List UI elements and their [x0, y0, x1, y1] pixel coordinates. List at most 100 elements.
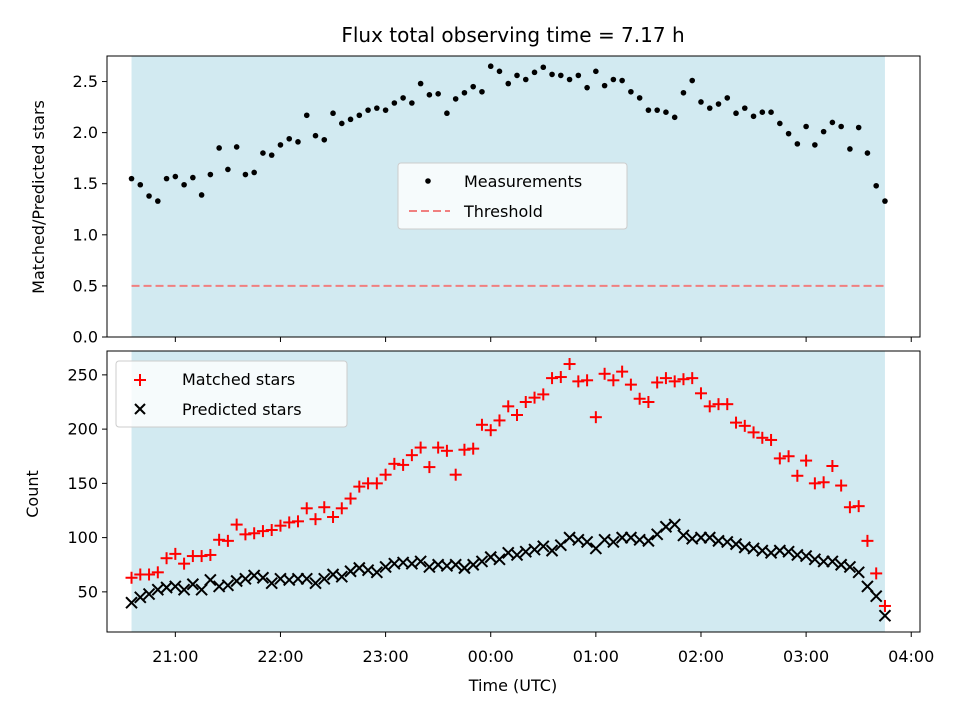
bottom-plot-frame: [106, 350, 921, 633]
measurement-point: [268, 152, 275, 158]
measurement-point: [706, 105, 713, 111]
measurement-point: [172, 173, 179, 180]
predicted-star-point: [869, 589, 883, 603]
measurement-point: [812, 142, 818, 148]
top-y-tick-label: 0.0: [73, 328, 98, 347]
predicted-star-point: [615, 531, 629, 544]
matched-star-point: [397, 458, 410, 471]
matched-star-point: [563, 358, 576, 371]
matched-star-point: [265, 524, 278, 537]
measurement-point: [558, 72, 564, 79]
measurement-point: [409, 100, 415, 106]
matched-star-point: [353, 480, 366, 493]
legend-measurements-label: Measurements: [464, 172, 582, 191]
predicted-star-point: [537, 540, 550, 553]
matched-star-point: [230, 518, 243, 531]
measurement-point: [426, 92, 433, 98]
measurement-point: [610, 76, 617, 83]
matched-star-point: [335, 502, 348, 515]
predicted-star-point: [861, 580, 874, 593]
predicted-star-point: [379, 560, 392, 574]
measurement-point: [794, 141, 801, 147]
measurement-point: [733, 110, 739, 117]
predicted-star-point: [134, 591, 147, 604]
predicted-star-point: [169, 580, 182, 593]
measurement-point: [487, 63, 494, 70]
matched-star-point: [204, 548, 217, 561]
matched-star-point: [817, 476, 830, 489]
matched-star-point: [721, 398, 734, 411]
matched-star-point: [730, 416, 743, 429]
bottom-y-tick-label: 100: [67, 528, 98, 547]
measurement-point: [829, 119, 836, 126]
top-legend: Measurements Threshold: [397, 162, 628, 230]
measurement-point: [163, 175, 170, 182]
measurement-point: [671, 114, 678, 121]
measurement-point: [540, 64, 547, 71]
measurement-point: [181, 181, 187, 188]
bottom-x-tick-label: 02:00: [678, 647, 724, 666]
matched-star-point: [388, 457, 401, 470]
measurement-point: [295, 139, 301, 145]
measurement-point: [225, 166, 231, 173]
legend-predicted-label: Predicted stars: [182, 400, 302, 419]
predicted-star-point: [221, 579, 235, 592]
measurement-point: [330, 110, 336, 117]
measurement-point: [470, 83, 477, 90]
bottom-y-tick-label: 200: [67, 420, 98, 439]
matched-star-point: [694, 387, 707, 400]
matched-star-point: [861, 534, 874, 547]
matched-star-point: [467, 442, 480, 455]
measurement-point: [531, 69, 538, 76]
bottom-x-tick-label: 00:00: [468, 647, 514, 666]
predicted-star-point: [668, 518, 681, 531]
predicted-star-point: [142, 587, 156, 601]
predicted-star-point: [493, 553, 506, 566]
matched-star-point: [484, 424, 497, 437]
measurement-point: [680, 89, 687, 96]
legend-predicted-marker: [134, 403, 146, 415]
predicted-star-point: [826, 555, 839, 568]
predicted-star-point: [694, 531, 708, 544]
measurement-point: [400, 95, 406, 101]
legend-matched-marker: [134, 374, 146, 386]
legend-threshold-label: Threshold: [463, 202, 543, 221]
measurement-point: [689, 77, 696, 84]
measurement-point: [435, 91, 441, 97]
legend-matched-label: Matched stars: [182, 370, 295, 389]
measurement-point: [715, 101, 722, 107]
measurement-point: [820, 128, 827, 135]
predicted-star-point: [703, 531, 716, 544]
measurement-point: [847, 146, 853, 152]
bottom-x-tick-label: 21:00: [152, 647, 198, 666]
matched-star-point: [370, 477, 383, 490]
matched-star-point: [318, 501, 331, 514]
matched-star-point: [327, 510, 340, 523]
bottom-x-tick-label: 23:00: [363, 647, 409, 666]
matched-star-point: [624, 378, 637, 391]
matched-star-point: [414, 441, 427, 454]
predicted-star-point: [677, 529, 690, 542]
predicted-star-point: [466, 558, 480, 571]
measurement-point: [566, 76, 573, 83]
measurement-point: [645, 107, 652, 113]
bottom-x-axis-label: Time (UTC): [468, 676, 557, 695]
matched-star-point: [423, 461, 436, 474]
top-y-tick-label: 1.5: [73, 174, 98, 193]
bottom-y-tick-label: 150: [67, 474, 98, 493]
predicted-star-point: [414, 555, 427, 568]
bottom-x-tick-label: 03:00: [783, 647, 829, 666]
matched-star-point: [808, 477, 821, 490]
top-legend-box: [397, 162, 628, 230]
matched-star-point: [677, 373, 690, 386]
matched-star-point: [747, 426, 760, 439]
matched-star-point: [870, 567, 883, 580]
matched-star-point: [160, 552, 173, 565]
matched-star-point: [519, 395, 532, 408]
predicted-star-point: [318, 572, 331, 586]
predicted-star-point: [782, 545, 795, 558]
measurement-point: [750, 113, 757, 120]
measurement-point: [855, 124, 862, 131]
matched-star-point: [537, 388, 550, 401]
measurement-point: [838, 123, 844, 130]
